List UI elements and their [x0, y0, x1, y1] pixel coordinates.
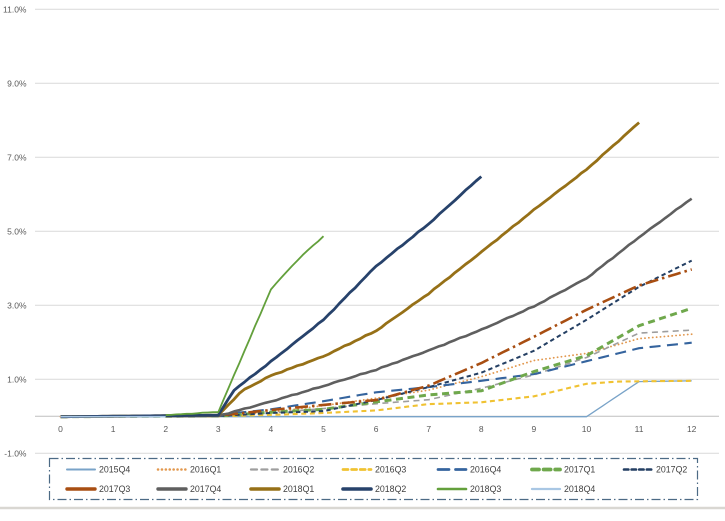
svg-text:2018Q3: 2018Q3 [470, 484, 501, 494]
svg-text:7: 7 [426, 424, 431, 434]
svg-text:3: 3 [216, 424, 221, 434]
svg-text:2018Q2: 2018Q2 [375, 484, 406, 494]
svg-text:2017Q1: 2017Q1 [564, 464, 595, 474]
svg-text:12: 12 [687, 424, 697, 434]
svg-text:10: 10 [582, 424, 592, 434]
svg-text:2016Q3: 2016Q3 [375, 464, 406, 474]
svg-text:6: 6 [374, 424, 379, 434]
svg-text:8: 8 [479, 424, 484, 434]
svg-text:9.0%: 9.0% [7, 78, 27, 88]
svg-text:9: 9 [532, 424, 537, 434]
svg-text:2016Q4: 2016Q4 [470, 464, 501, 474]
svg-text:2018Q4: 2018Q4 [564, 484, 595, 494]
svg-text:2018Q1: 2018Q1 [283, 484, 314, 494]
svg-text:5.0%: 5.0% [7, 226, 27, 236]
svg-text:2017Q2: 2017Q2 [656, 464, 687, 474]
svg-text:11: 11 [635, 424, 644, 434]
svg-text:2016Q1: 2016Q1 [190, 464, 221, 474]
svg-text:2: 2 [163, 424, 168, 434]
svg-text:2015Q4: 2015Q4 [99, 464, 130, 474]
svg-text:5: 5 [321, 424, 326, 434]
svg-text:2016Q2: 2016Q2 [283, 464, 314, 474]
svg-text:1: 1 [111, 424, 116, 434]
svg-text:3.0%: 3.0% [7, 300, 27, 310]
svg-text:11.0%: 11.0% [3, 4, 27, 14]
svg-text:2017Q3: 2017Q3 [99, 484, 130, 494]
svg-text:-1.0%: -1.0% [4, 448, 27, 458]
svg-text:7.0%: 7.0% [7, 152, 27, 162]
svg-text:4: 4 [269, 424, 274, 434]
svg-text:0: 0 [58, 424, 63, 434]
svg-text:2017Q4: 2017Q4 [190, 484, 221, 494]
svg-text:1.0%: 1.0% [7, 374, 27, 384]
